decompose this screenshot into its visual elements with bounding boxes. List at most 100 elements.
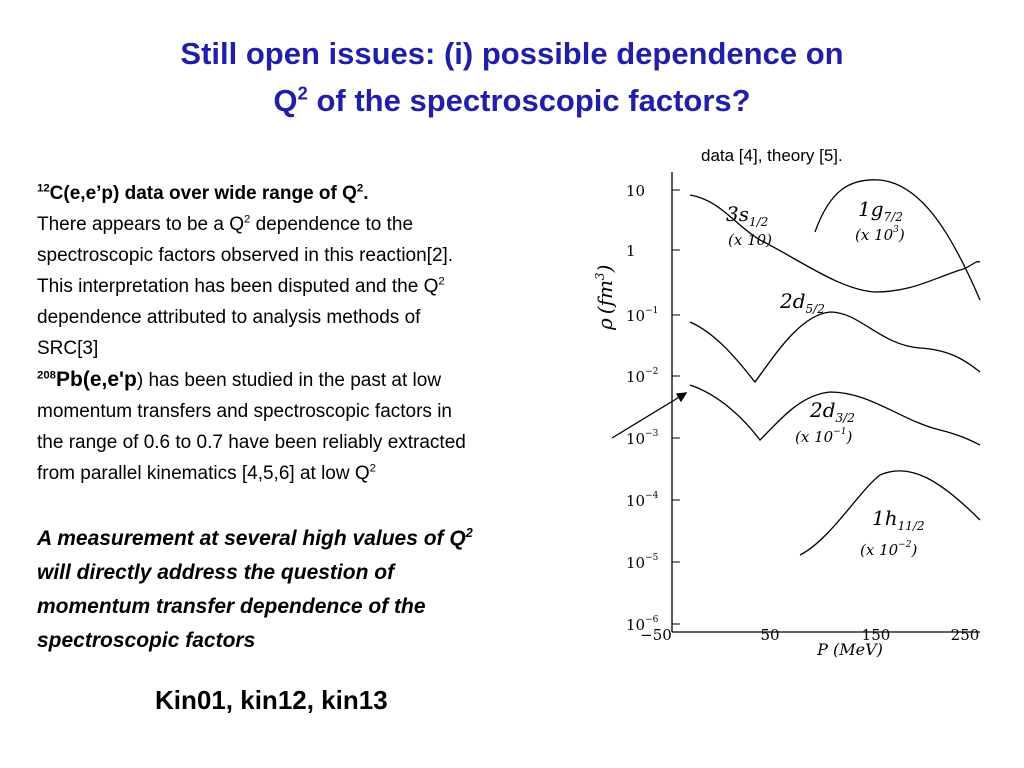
figure-label: 10−4 bbox=[626, 491, 659, 510]
figure-label: 10−2 bbox=[626, 367, 658, 386]
figure-label: (x 10−2) bbox=[860, 540, 917, 559]
figure-lines bbox=[611, 172, 981, 633]
arrow bbox=[611, 392, 687, 439]
text: spectroscopic factors bbox=[37, 629, 256, 652]
label-part: (x 10 bbox=[795, 428, 834, 446]
label-part: 2d bbox=[779, 289, 806, 313]
text: momentum transfers and spectroscopic fac… bbox=[37, 401, 453, 422]
subscript: 11/2 bbox=[898, 519, 925, 533]
title-text: Still open issues: (i) possible dependen… bbox=[180, 36, 844, 71]
heading: C(e,e’p) data over wide range of Q bbox=[49, 183, 357, 204]
label-part: 2d bbox=[809, 398, 836, 422]
footer: Kin01, kin12, kin13 bbox=[155, 685, 388, 715]
superscript: −1 bbox=[645, 306, 658, 316]
superscript: 2 bbox=[244, 213, 251, 226]
superscript: 208 bbox=[37, 369, 57, 382]
text: dependence to the bbox=[250, 214, 414, 235]
text: from parallel kinematics [4,5,6] at low … bbox=[37, 463, 370, 484]
label-part: 10 bbox=[626, 182, 645, 200]
title: Still open issues: (i) possible dependen… bbox=[0, 30, 1024, 124]
figure-label: 2d5/2 bbox=[779, 289, 825, 316]
superscript: −4 bbox=[645, 491, 659, 501]
superscript: 12 bbox=[37, 182, 50, 195]
text: SRC[3] bbox=[37, 338, 99, 359]
figure-label: (x 10) bbox=[728, 231, 772, 249]
figure-label: 1h11/2 bbox=[872, 506, 925, 533]
figure-label: 1g7/2 bbox=[858, 197, 903, 224]
label-part: (x 10 bbox=[860, 541, 899, 559]
label-part: ) bbox=[593, 265, 617, 274]
label-part: ) bbox=[845, 428, 852, 446]
figure-label: (x 103) bbox=[855, 225, 905, 244]
text: will directly address the question of bbox=[37, 561, 395, 584]
text: ) has been studied in the past at low bbox=[136, 370, 442, 391]
heading: . bbox=[363, 183, 369, 204]
x-tick-label: −50 bbox=[640, 626, 672, 644]
superscript: −5 bbox=[645, 553, 659, 563]
figure-label: (x 10−1) bbox=[795, 427, 852, 446]
superscript: −3 bbox=[645, 429, 659, 439]
label-part: ) bbox=[898, 226, 905, 244]
superscript: 2 bbox=[369, 462, 376, 475]
superscript: −2 bbox=[898, 540, 912, 550]
label-part: 10 bbox=[626, 492, 645, 510]
figure-label: 10−6 bbox=[626, 615, 659, 634]
x-tick-label: 250 bbox=[951, 626, 980, 644]
x-tick-label: 150 bbox=[862, 626, 891, 644]
subscript: 7/2 bbox=[884, 210, 903, 224]
label-part: 1 bbox=[626, 242, 636, 260]
curve bbox=[799, 470, 981, 556]
label-part: 10 bbox=[626, 430, 645, 448]
text: This interpretation has been disputed an… bbox=[37, 276, 439, 297]
heading: Pb(e,e'p bbox=[56, 368, 137, 391]
superscript: 3 bbox=[893, 225, 899, 235]
text: dependence attributed to analysis method… bbox=[37, 307, 421, 328]
figure-label: 10−3 bbox=[626, 429, 659, 448]
subscript: 1/2 bbox=[749, 215, 768, 229]
superscript: 2 bbox=[356, 182, 364, 195]
curve bbox=[689, 194, 981, 293]
label-part: 10 bbox=[626, 554, 645, 572]
x-axis-label: P (MeV) bbox=[816, 640, 883, 659]
figure-label: 1 bbox=[626, 242, 636, 260]
title-text: Q bbox=[273, 83, 298, 118]
figure-label: 3s1/2 bbox=[726, 202, 768, 229]
label-part: 1g bbox=[858, 197, 884, 221]
conclusion: A measurement at several high values of … bbox=[37, 522, 473, 658]
figure-label: ρ (fm3) bbox=[593, 265, 617, 331]
curve bbox=[689, 384, 981, 446]
text: There appears to be a Q bbox=[37, 214, 245, 235]
label-part: ) bbox=[910, 541, 917, 559]
superscript: −1 bbox=[833, 427, 846, 437]
text: the range of 0.6 to 0.7 have been reliab… bbox=[37, 432, 466, 453]
superscript: −6 bbox=[645, 615, 659, 625]
body-text: 12C(e,e’p) data over wide range of Q2. T… bbox=[37, 178, 466, 489]
figure-label: 10 bbox=[626, 182, 645, 200]
superscript: 2 bbox=[438, 275, 445, 288]
figure-label: 2d3/2 bbox=[809, 398, 855, 425]
title-text: of the spectroscopic factors? bbox=[307, 83, 751, 118]
label-part: (x 10 bbox=[855, 226, 894, 244]
label-part: 10 bbox=[626, 307, 645, 325]
label-part: 1h bbox=[872, 506, 898, 530]
superscript: 3 bbox=[593, 272, 607, 280]
figure-label: 10−1 bbox=[626, 306, 658, 325]
figure-caption: data [4], theory [5]. bbox=[701, 146, 843, 165]
superscript: 2 bbox=[465, 526, 473, 540]
text: A measurement at several high values of … bbox=[37, 527, 466, 550]
label-part: 10 bbox=[626, 368, 645, 386]
label-part: ρ bbox=[593, 318, 617, 331]
x-tick-label: 50 bbox=[760, 626, 779, 644]
curve bbox=[814, 179, 981, 301]
label-part: (x 10) bbox=[728, 231, 772, 249]
label-part: (fm bbox=[593, 280, 617, 314]
superscript: 2 bbox=[297, 82, 308, 104]
subscript: 5/2 bbox=[806, 302, 825, 316]
label-part: 10 bbox=[626, 616, 645, 634]
text: spectroscopic factors observed in this r… bbox=[37, 245, 454, 266]
superscript: −2 bbox=[645, 367, 658, 377]
figure-label: 10−5 bbox=[626, 553, 659, 572]
